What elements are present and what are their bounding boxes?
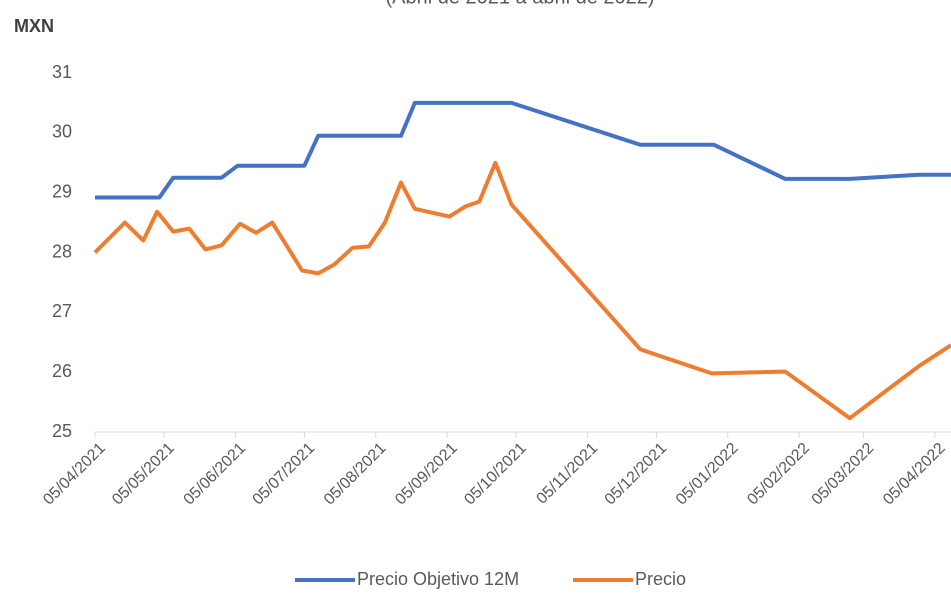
y-tick-label: 31: [52, 62, 72, 82]
x-tick-label: 05/12/2021: [602, 440, 671, 509]
legend-label: Precio: [635, 569, 686, 589]
x-tick-label: 05/04/2021: [40, 440, 109, 509]
series-line: [95, 100, 951, 200]
y-tick-label: 29: [52, 181, 72, 201]
y-axis-label: MXN: [14, 16, 54, 36]
legend-label: Precio Objetivo 12M: [357, 569, 519, 589]
x-tick-label: 05/01/2022: [673, 440, 742, 509]
y-tick-label: 30: [52, 122, 72, 142]
y-tick-label: 27: [52, 301, 72, 321]
y-tick-label: 25: [52, 421, 72, 441]
x-tick-label: 05/09/2021: [392, 440, 461, 509]
x-tick-label: 05/06/2021: [181, 440, 250, 509]
x-tick-label: 05/04/2022: [880, 440, 949, 509]
x-tick-label: 05/02/2022: [744, 440, 813, 509]
x-tick-label: 05/10/2021: [461, 440, 530, 509]
y-tick-label: 28: [52, 241, 72, 261]
series-line: [93, 160, 951, 421]
chart-subtitle: (Abril de 2021 a abril de 2022): [385, 0, 654, 8]
x-tick-label: 05/03/2022: [809, 440, 878, 509]
x-tick-label: 05/11/2021: [533, 440, 601, 508]
x-tick-label: 05/08/2021: [321, 440, 390, 509]
y-tick-label: 26: [52, 361, 72, 381]
x-tick-label: 05/05/2021: [109, 440, 178, 509]
x-tick-label: 05/07/2021: [250, 440, 319, 509]
